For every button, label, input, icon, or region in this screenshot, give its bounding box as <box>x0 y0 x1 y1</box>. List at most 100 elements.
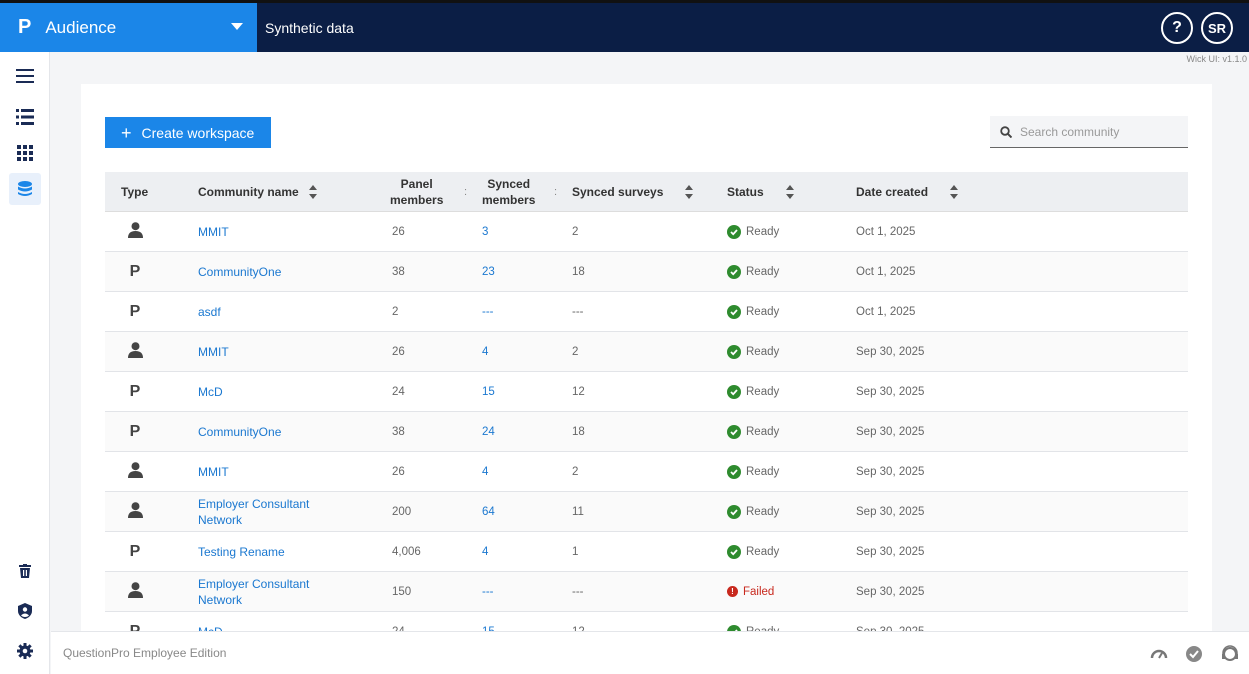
community-name-link[interactable]: CommunityOne <box>198 264 282 279</box>
chevron-down-icon <box>231 23 243 30</box>
user-icon <box>127 582 143 601</box>
app-switcher[interactable]: P Audience <box>0 3 257 52</box>
database-icon[interactable] <box>9 173 41 205</box>
table-row[interactable]: P McD 24 15 12 Ready Sep 30, 2025 <box>105 612 1188 631</box>
search-input[interactable] <box>1020 124 1180 139</box>
gear-icon[interactable] <box>9 635 41 667</box>
footer: QuestionPro Employee Edition <box>51 631 1249 674</box>
status-badge: Ready <box>727 612 779 631</box>
verified-badge-icon[interactable] <box>1185 645 1203 663</box>
check-circle-icon <box>727 264 741 279</box>
community-table: Type Community name Panel members : Synce… <box>105 172 1188 631</box>
column-synced-surveys[interactable]: Synced surveys <box>572 172 694 212</box>
synced-surveys-cell: 1 <box>572 545 579 558</box>
table-row[interactable]: MMIT 26 4 2 Ready Sep 30, 2025 <box>105 332 1188 372</box>
table-row[interactable]: P CommunityOne 38 24 18 Ready Sep 30, 2025 <box>105 412 1188 452</box>
shield-user-icon[interactable] <box>9 595 41 627</box>
list-icon[interactable] <box>9 101 41 133</box>
panel-members-cell: 38 <box>392 425 405 438</box>
table-row[interactable]: Employer Consultant Network 200 64 11 Ready Se… <box>105 492 1188 532</box>
date-created-cell: Sep 30, 2025 <box>856 385 925 398</box>
avatar[interactable]: SR <box>1201 12 1233 44</box>
type-cell <box>123 572 147 611</box>
synced-members-link[interactable]: --- <box>482 585 494 598</box>
status-label: Ready <box>746 305 780 318</box>
status-badge: Ready <box>727 372 779 411</box>
column-status[interactable]: Status <box>727 172 795 212</box>
date-created-cell: Sep 30, 2025 <box>856 612 924 632</box>
menu-icon[interactable] <box>9 60 41 92</box>
community-name-link[interactable]: MMIT <box>198 344 229 359</box>
search-box[interactable] <box>990 116 1188 148</box>
questionpro-logo-icon: P <box>129 262 141 280</box>
sort-icon[interactable] <box>950 185 959 199</box>
sort-icon[interactable] <box>785 185 795 199</box>
synced-surveys-cell: 2 <box>572 225 579 238</box>
panel-members-cell: 150 <box>392 585 412 598</box>
support-icon[interactable] <box>1221 645 1239 663</box>
questionpro-logo-icon: P <box>129 382 141 400</box>
synced-members-link[interactable]: 15 <box>482 612 495 632</box>
synced-surveys-cell: 12 <box>572 612 585 632</box>
synced-members-link[interactable]: 64 <box>482 505 495 518</box>
help-button[interactable]: ? <box>1161 12 1193 44</box>
synced-members-link[interactable]: 4 <box>482 465 489 478</box>
trash-icon[interactable] <box>9 555 41 587</box>
community-name-link[interactable]: asdf <box>198 304 221 319</box>
top-bar: P Audience Synthetic data ? SR <box>0 0 1249 52</box>
sort-icon[interactable] <box>308 185 318 199</box>
column-community-name[interactable]: Community name <box>198 172 318 212</box>
synced-members-link[interactable]: 4 <box>482 345 489 358</box>
community-name-link[interactable]: CommunityOne <box>198 424 282 439</box>
synced-members-link[interactable]: --- <box>482 305 494 318</box>
type-cell: P <box>123 252 147 291</box>
status-label: Ready <box>746 225 780 238</box>
community-name-link[interactable]: MMIT <box>198 464 229 479</box>
search-icon <box>1000 125 1012 138</box>
status-badge: Ready <box>727 292 779 331</box>
speedometer-icon[interactable] <box>1150 645 1168 663</box>
sort-icon[interactable] <box>685 185 694 199</box>
questionpro-logo-icon: P <box>129 622 141 632</box>
community-name-link[interactable]: Employer Consultant Network <box>198 576 310 607</box>
synced-members-link[interactable]: 24 <box>482 425 495 438</box>
table-row[interactable]: MMIT 26 3 2 Ready Oct 1, 2025 <box>105 212 1188 252</box>
status-badge: Ready <box>727 492 779 531</box>
check-circle-icon <box>727 424 741 439</box>
synced-members-link[interactable]: 23 <box>482 265 495 278</box>
status-label: Ready <box>746 345 780 358</box>
questionpro-logo-icon: P <box>129 422 141 440</box>
column-resize-handle[interactable]: : <box>464 186 468 198</box>
column-date-created[interactable]: Date created <box>856 172 959 212</box>
synced-members-link[interactable]: 15 <box>482 385 495 398</box>
status-badge: Ready <box>727 212 779 251</box>
community-name-link[interactable]: Employer Consultant Network <box>198 496 310 527</box>
synced-members-link[interactable]: 4 <box>482 545 489 558</box>
date-created-cell: Sep 30, 2025 <box>856 505 925 518</box>
create-workspace-button[interactable]: + Create workspace <box>105 117 271 148</box>
table-row[interactable]: P Testing Rename 4,006 4 1 Ready Sep 30, 2025 <box>105 532 1188 572</box>
synced-members-link[interactable]: 3 <box>482 225 489 238</box>
column-resize-handle[interactable]: : <box>554 186 558 198</box>
status-label: Ready <box>746 465 780 478</box>
community-name-link[interactable]: McD <box>198 384 223 399</box>
status-label: Ready <box>746 265 780 278</box>
community-name-link[interactable]: MMIT <box>198 224 229 239</box>
status-label: Ready <box>746 505 780 518</box>
community-name-link[interactable]: Testing Rename <box>198 544 285 559</box>
check-circle-icon <box>727 304 741 319</box>
panel-members-cell: 26 <box>392 465 405 478</box>
status-badge: Ready <box>727 332 779 371</box>
synced-surveys-cell: 18 <box>572 265 585 278</box>
status-label: Ready <box>746 425 780 438</box>
table-row[interactable]: Employer Consultant Network 150 --- ---! Fail… <box>105 572 1188 612</box>
table-row[interactable]: P McD 24 15 12 Ready Sep 30, 2025 <box>105 372 1188 412</box>
type-cell <box>123 212 147 251</box>
table-row[interactable]: P CommunityOne 38 23 18 Ready Oct 1, 2025 <box>105 252 1188 292</box>
community-name-link[interactable]: McD <box>198 612 348 632</box>
table-row[interactable]: MMIT 26 4 2 Ready Sep 30, 2025 <box>105 452 1188 492</box>
table-body: MMIT 26 3 2 Ready Oct 1, 2025 P CommunityOne 38 2… <box>105 212 1188 631</box>
grid-icon[interactable] <box>9 137 41 169</box>
error-icon: ! <box>727 586 738 597</box>
